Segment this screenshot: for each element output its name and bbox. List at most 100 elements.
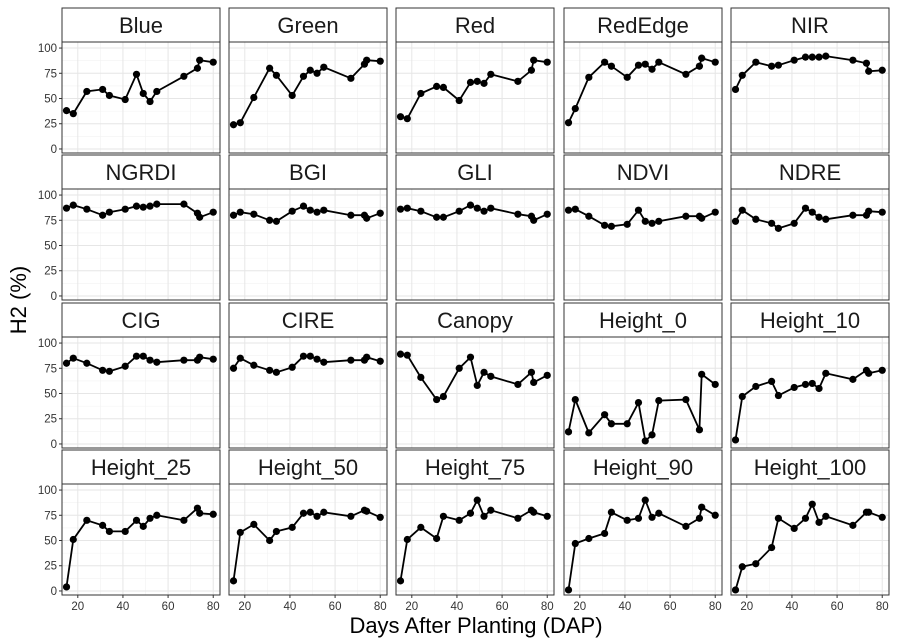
data-point [634,61,643,69]
data-point [530,378,538,387]
facet-title: NDVI [617,160,670,185]
plot-border [563,188,723,301]
data-point [822,52,830,60]
data-point [530,56,538,64]
data-point [320,358,328,366]
x-tick-label: 40 [619,601,632,613]
y-axis-title: H2 (%) [6,266,31,334]
data-point [433,213,441,221]
data-point [564,428,573,436]
data-point [153,200,161,208]
data-point [69,354,77,362]
facet-title: NGRDI [106,160,177,185]
data-point [403,351,411,359]
data-point [711,511,719,519]
data-point [180,200,188,208]
facet-ndvi: NDVI [563,154,723,301]
data-point [738,71,746,79]
data-point [695,62,704,70]
facet-height-25: Height_25 0 25 50 75 100 20 40 60 80 [38,449,221,613]
data-point [738,206,746,214]
data-point [153,511,161,519]
y-tick-label: 75 [44,215,57,227]
plot-border [730,336,890,449]
data-point [272,527,280,536]
data-point [878,208,886,216]
y-tick-label: 0 [51,586,57,598]
data-point [376,209,384,217]
x-tick-label: 40 [451,601,464,613]
data-point [313,208,321,216]
data-point [655,509,663,517]
data-point [601,221,609,229]
data-point [865,67,873,75]
data-point [790,56,798,64]
data-point [878,366,886,374]
x-tick-label: 60 [664,601,677,613]
data-point [376,513,384,521]
data-point [682,522,690,530]
plot-border [395,483,555,596]
facet-cire: CIRE [228,302,388,449]
data-point [363,214,371,222]
y-tick-label: 100 [38,190,57,202]
data-point [146,356,154,364]
facet-height-75: Height_75 20 40 60 80 [395,449,555,613]
data-point [139,203,147,211]
data-point [347,211,355,219]
data-point [299,202,308,210]
plot-border [395,188,555,301]
data-point [768,62,776,70]
data-point [731,586,740,594]
facet-title: Canopy [437,308,513,333]
data-point [607,222,616,230]
facet-title: CIG [121,308,160,333]
data-point [514,514,522,522]
facet-height-0: Height_0 [563,302,723,449]
x-tick-label: 80 [541,601,554,613]
data-point [320,206,328,214]
data-point [146,202,154,210]
facet-title: Height_100 [754,455,867,480]
data-point [641,437,649,445]
data-point [299,352,308,360]
y-tick-label: 50 [44,94,57,106]
data-point [774,61,783,69]
data-point [439,392,447,401]
data-point [790,219,798,227]
data-point [121,95,129,104]
data-point [455,96,463,105]
data-point [306,508,314,516]
data-point [433,395,441,404]
facet-panels: Blue 0 25 50 75 100 Green Red RedEdge NIR NGRDI 0 25… [38,7,890,613]
facet-canopy: Canopy [395,302,555,449]
y-tick-label: 75 [44,363,57,375]
data-point [571,539,579,548]
data-point [768,219,776,227]
data-point [634,206,643,214]
facet-blue: Blue 0 25 50 75 100 [38,7,221,156]
facet-red: Red [395,7,555,154]
data-point [132,202,141,210]
data-point [641,217,649,225]
data-point [83,359,91,367]
data-point [313,512,321,520]
plot-border [61,41,221,154]
data-point [266,366,274,374]
data-point [698,54,706,62]
data-point [209,510,217,518]
data-point [99,85,107,94]
data-point [99,211,107,219]
data-point [105,367,113,375]
facet-title: Green [277,13,338,38]
data-point [396,205,405,213]
data-point [132,352,141,360]
data-point [306,352,314,360]
facet-strip [563,154,723,190]
facet-strip [395,154,555,190]
data-point [480,207,488,215]
data-point [83,516,91,524]
facet-ngrdi: NGRDI 0 25 50 75 100 [38,154,221,303]
data-point [648,65,656,73]
plot-border [228,188,388,301]
